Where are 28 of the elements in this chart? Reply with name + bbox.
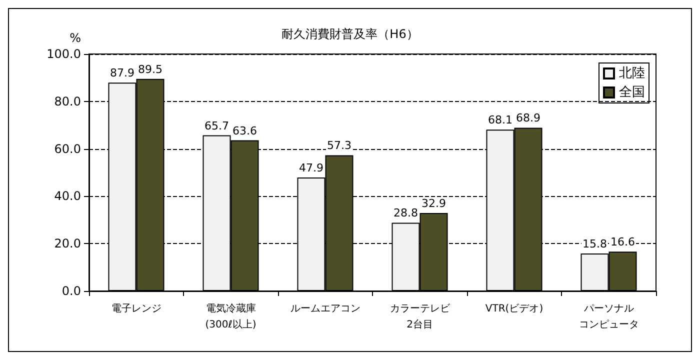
data-label: 28.8	[394, 206, 418, 220]
y-tick-label: 20.0	[54, 236, 81, 251]
data-label: 68.9	[516, 112, 540, 125]
chart-title: 耐久消費財普及率（H6）	[282, 27, 418, 41]
data-label: 47.9	[299, 161, 324, 174]
data-label: 65.7	[204, 119, 229, 132]
data-label: 89.5	[138, 62, 162, 76]
x-tick-label: パーソナルコンピュータ	[578, 304, 639, 330]
data-label: 16.6	[610, 236, 635, 249]
legend-label: 全国	[619, 85, 645, 100]
y-tick-label: 0.0	[62, 284, 81, 298]
legend-label: 北陸	[619, 66, 645, 81]
y-tick-label: 40.0	[54, 189, 81, 204]
data-label: 57.3	[327, 139, 352, 152]
data-label: 68.1	[488, 114, 512, 127]
y-tick-label: 100.0	[46, 47, 81, 61]
data-label: 15.8	[582, 238, 607, 251]
y-tick-label: 60.0	[54, 142, 81, 156]
x-tick-label: 電気冷蔵庫 (300ℓ以上)	[205, 302, 256, 330]
x-tick-label: 電子レンジ	[111, 304, 162, 314]
data-label: 87.9	[110, 66, 134, 80]
x-tick-label: カラーテレビ 2台目	[390, 304, 451, 330]
data-label: 32.9	[422, 197, 446, 210]
x-tick-label: ルームエアコン	[290, 304, 360, 314]
y-axis-title: %	[70, 31, 81, 45]
y-tick-label: 80.0	[54, 94, 81, 108]
x-tick-label: VTR(ビデオ)	[485, 304, 544, 314]
data-label: 63.6	[232, 124, 257, 138]
